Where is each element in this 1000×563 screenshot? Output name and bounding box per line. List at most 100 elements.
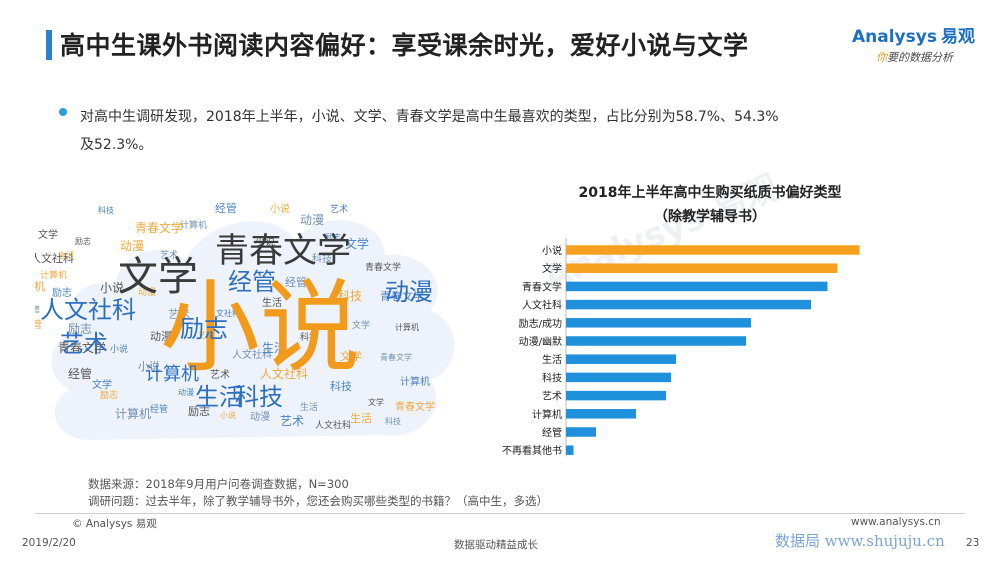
cloud-word: 励志 (52, 286, 72, 299)
page-title: 高中生课外书阅读内容偏好：享受课余时光，爱好小说与文学 (60, 31, 749, 60)
cloud-word: 小说 (255, 235, 275, 248)
cloud-word-large: 小说 (160, 269, 360, 386)
bullet-dot-icon (59, 108, 67, 116)
bar (566, 299, 811, 310)
cloud-word: 科技 (312, 252, 332, 265)
word-cloud: 科技文学青春文学计算机经管励志小说动漫艺术人文社科生活科技文学青春文学计算机经管… (35, 201, 455, 440)
report-date: 2019/2/20 (22, 537, 76, 549)
cloud-word: 生活 (262, 296, 282, 309)
category-label: 小说 (542, 244, 562, 257)
cloud-word: 生活 (262, 341, 286, 355)
cloud-word: 科技 (98, 205, 114, 215)
cloud-word: 文学 (368, 397, 384, 407)
cloud-word: 动漫 (150, 329, 172, 343)
cloud-word: 动漫 (300, 213, 324, 227)
cloud-word: 科技 (300, 331, 318, 343)
cloud-word: 艺术 (210, 369, 230, 381)
cloud-word: 艺术 (160, 249, 178, 261)
cloud-word: 青春文学 (395, 400, 435, 413)
cloud-word: 艺术 (168, 308, 190, 321)
cloud-word: 文学 (352, 319, 370, 331)
cloud-word: 人文社科 (315, 419, 351, 431)
logo-main: Analysys 易观 (852, 22, 984, 47)
cloud-word: 小说 (220, 410, 236, 420)
logo-slogan-a: 你 (876, 51, 887, 64)
bar (566, 263, 838, 273)
cloud-word: 科技 (338, 289, 362, 303)
category-label: 科技 (542, 371, 562, 384)
analysys-logo: Analysys 易观 你要的数据分析 (852, 22, 984, 72)
website-link[interactable]: www.analysys.cn (851, 516, 941, 528)
cloud-word: 艺术 (198, 330, 214, 340)
cloud-word: 青春文学 (58, 340, 106, 355)
cloud-word: 经管 (35, 318, 42, 331)
bar (566, 390, 666, 401)
cloud-word-large: 动漫 (385, 278, 433, 306)
survey-question: 调研问题：过去半年，除了教学辅导书外，您还会购买哪些类型的书籍？（高中生，多选） (88, 494, 548, 508)
summary-line-2: 及52.3%。 (80, 137, 153, 153)
bar (566, 245, 860, 255)
category-label: 励志/成功 (519, 317, 562, 330)
cloud-word-large: 生活 (195, 383, 243, 411)
cloud-word: 艺术 (280, 414, 304, 428)
copyright: © Analysys 易观 (72, 518, 157, 530)
cloud-word-large: 计算机 (145, 364, 199, 385)
category-label: 计算机 (532, 408, 562, 421)
cloud-word-large: 青春文学 (215, 231, 351, 271)
cloud-word: 生活 (58, 250, 74, 260)
logo-cn: 易观 (940, 27, 975, 47)
summary-text: 对高中生调研发现，2018年上半年，小说、文学、青春文学是高中生最喜欢的类型，占… (80, 103, 920, 159)
cloud-word-large: 人文社科 (40, 296, 136, 324)
cloud-word: 文学 (340, 349, 362, 363)
bar (566, 445, 574, 455)
cloud-word: 文学 (92, 378, 112, 391)
cloud-word: 生活 (350, 411, 372, 425)
cloud-word: 励志 (100, 389, 118, 401)
cloud-word: 人文社科 (35, 251, 74, 265)
cloud-word: 计算机 (400, 375, 430, 388)
category-label: 经管 (542, 426, 562, 439)
bar (566, 427, 596, 437)
cloud-word: 计算机 (35, 279, 45, 293)
cloud-word: 经管 (215, 201, 237, 215)
bar (566, 409, 636, 419)
cloud-word: 小说 (138, 359, 160, 373)
cloud-word: 动漫 (250, 411, 270, 423)
cloud-word: 青春文学 (380, 289, 424, 303)
category-label: 动漫/幽默 (519, 336, 562, 348)
cloud-word: 文学 (38, 228, 58, 241)
cloud-word: 励志 (325, 232, 341, 242)
cloud-word-large: 艺术 (60, 330, 108, 358)
logo-slogan: 你要的数据分析 (876, 49, 984, 65)
cloud-word: 计算机 (180, 219, 207, 231)
cloud-word: 生活 (300, 401, 318, 413)
cloud-word: 人文社科 (208, 308, 240, 318)
cloud-word-large: 经管 (228, 268, 276, 296)
cloud-word: 人文社科 (232, 348, 272, 361)
site-watermark: 数据局 www.shujuju.cn (775, 532, 945, 550)
cloud-word: 经管 (285, 275, 307, 289)
cloud-word: 励志 (68, 322, 92, 336)
cloud-word: 动漫 (178, 387, 194, 397)
cloud-word: 经管 (35, 304, 40, 314)
cloud-word-large: 文学 (118, 254, 198, 300)
category-label: 人文社科 (522, 299, 562, 312)
bar (566, 372, 671, 383)
category-label: 文学 (542, 262, 562, 275)
data-source: 数据来源：2018年9月用户问卷调查数据，N=300 (88, 477, 349, 491)
cloud-word: 人文社科 (260, 366, 308, 381)
cloud-word: 小说 (270, 202, 290, 215)
cloud-word: 青春文学 (380, 352, 412, 362)
summary-line-1: 对高中生调研发现，2018年上半年，小说、文学、青春文学是高中生最喜欢的类型，占… (80, 109, 779, 125)
cloud-word: 经管 (68, 366, 92, 381)
cloud-word: 文学 (345, 236, 369, 251)
bar (566, 318, 751, 328)
cloud-word: 艺术 (330, 203, 348, 215)
chart-subtitle: （除教学辅导书） (654, 209, 766, 225)
category-label: 艺术 (542, 391, 562, 403)
bar (566, 336, 746, 346)
cloud-word: 计算机 (40, 269, 67, 281)
cloud-word-large: 科技 (235, 383, 283, 411)
logo-en: Analysys (852, 27, 937, 47)
